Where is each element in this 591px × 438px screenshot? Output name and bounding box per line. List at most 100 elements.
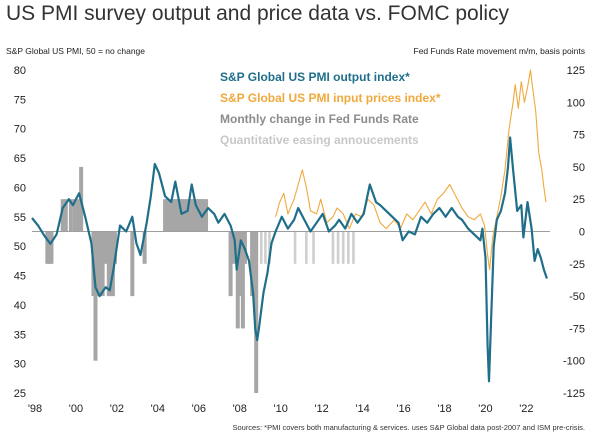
qe-bar-7 [336,231,340,264]
left-tick-label: 25 [14,388,26,400]
qe-bar-8 [341,231,345,264]
x-tick-label: '10 [274,403,288,415]
input-prices-line [275,69,547,271]
fed-bar-27 [175,199,180,232]
right-tick-label: 0 [579,227,585,239]
qe-bars [260,231,355,264]
fed-bar-26 [173,199,178,232]
right-tick-label: -75 [569,323,585,335]
fed-bar-29 [179,199,184,232]
right-y-axis: 125 100 75 50 25 0 -25 -50 -75 -100 -125 [563,65,585,400]
right-tick-label: -100 [563,356,585,368]
legend-item-2: Monthly change in Fed Funds Rate [220,112,419,126]
x-tick-label: '98 [28,403,42,415]
x-axis: '98 '00 '02 '04 '06 '08 '10 '12 '14 '16 '18 '20 '22 [28,403,534,415]
fed-bar-25 [171,199,176,232]
fed-bar-20 [142,231,147,264]
fed-bar-19 [130,231,135,297]
fed-bar-45 [235,231,240,329]
x-tick-label: '12 [314,403,328,415]
fed-bar-3 [60,199,65,232]
fed-bar-24 [169,199,174,232]
x-tick-label: '06 [192,403,206,415]
fed-bar-4 [63,199,68,232]
legend-item-1: S&P Global US PMI input prices index* [220,91,441,105]
left-tick-label: 35 [14,329,26,341]
fed-bar-23 [167,199,172,232]
fed-bar-46 [237,231,242,297]
fed-bar-36 [193,199,198,232]
right-tick-label: 125 [567,65,585,77]
fed-bar-11 [96,231,101,297]
right-tick-label: 25 [573,194,585,206]
fed-bar-16 [108,231,113,297]
left-tick-label: 60 [14,182,26,194]
left-tick-label: 70 [14,124,26,136]
left-tick-label: 75 [14,94,26,106]
source-note: Sources: *PMI covers both manufacturing … [232,423,585,432]
fed-bar-32 [185,199,190,232]
fed-bar-43 [230,231,235,264]
fed-bar-10 [93,231,98,361]
left-axis-label: S&P Global US PMI, 50 = no change [6,46,145,56]
legend: S&P Global US PMI output index* S&P Globa… [220,70,441,147]
left-tick-label: 45 [14,271,26,283]
fed-bar-5 [68,199,73,232]
fed-bar-1 [47,231,52,264]
qe-bar-2 [268,231,271,264]
left-tick-label: 50 [14,241,26,253]
x-tick-label: '18 [437,403,451,415]
fed-bar-7 [76,199,81,232]
fed-bar-47 [240,231,245,329]
fed-bar-49 [250,231,255,297]
fed-bar-37 [195,199,200,232]
fed-bar-30 [181,199,186,232]
fed-bar-13 [100,231,105,297]
series-lines [31,69,548,383]
output-index-line [31,136,548,383]
x-tick-label: '00 [69,403,83,415]
right-tick-label: -25 [569,259,585,271]
chart-title: US PMI survey output and price data vs. … [6,2,510,25]
fed-bar-12 [98,231,103,297]
legend-item-0: S&P Global US PMI output index* [220,70,410,84]
left-tick-label: 80 [14,65,26,77]
right-tick-label: -125 [563,388,585,400]
fed-bar-42 [228,231,233,297]
qe-bar-5 [312,231,315,264]
qe-bar-10 [352,231,355,264]
fed-bar-50 [252,231,257,297]
x-tick-label: '02 [110,403,124,415]
right-tick-label: 50 [573,162,585,174]
x-tick-label: '04 [151,403,165,415]
right-axis-label: Fed Funds Rate movement m/m, basis point… [413,46,586,56]
fed-bar-22 [165,199,170,232]
fed-bar-15 [106,231,111,297]
right-tick-label: 75 [573,130,585,142]
fed-bar-6 [72,199,77,232]
x-tick-label: '22 [519,403,533,415]
left-tick-label: 30 [14,359,26,371]
fed-bar-35 [191,199,196,232]
fed-bar-18 [112,231,117,264]
x-tick-label: '20 [478,403,492,415]
fed-bar-31 [183,199,188,232]
fed-bar-51 [254,231,259,393]
x-tick-label: '14 [355,403,369,415]
fed-bar-41 [204,199,209,232]
qe-bar-6 [331,231,335,264]
fed-bar-14 [103,231,108,264]
left-tick-label: 65 [14,153,26,165]
qe-bar-9 [347,231,350,264]
fed-bar-34 [189,199,194,232]
fed-bar-28 [177,199,182,232]
x-tick-label: '16 [396,403,410,415]
fed-bar-0 [45,231,50,264]
fed-bar-38 [197,199,202,232]
qe-bar-1 [264,231,267,264]
x-tick-label: '08 [233,403,247,415]
right-tick-label: -50 [569,291,585,303]
qe-bar-4 [305,231,308,264]
fed-bar-33 [187,199,192,232]
